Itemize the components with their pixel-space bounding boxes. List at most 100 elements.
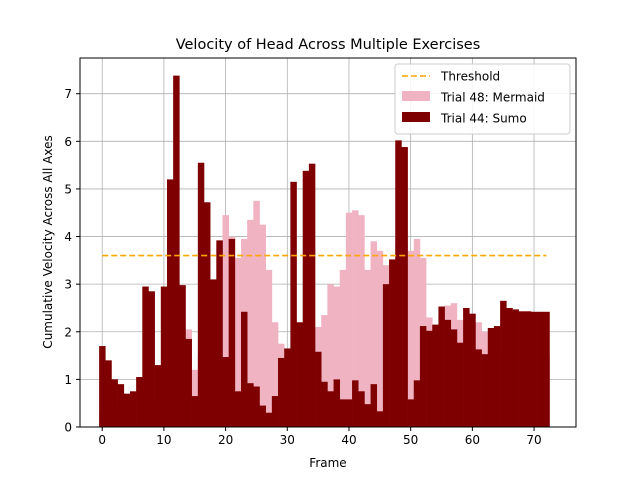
bar [308,163,316,428]
bar [345,399,353,427]
bar [463,307,470,427]
bar [234,257,242,427]
bar [136,377,143,427]
bar [512,309,519,427]
bar [333,379,341,427]
bar [530,311,538,427]
x-tick-label: 40 [341,433,356,447]
bar [358,391,365,427]
bar [216,240,223,427]
y-axis-label: Cumulative Velocity Across All Axes [41,135,55,348]
legend-frame [394,63,571,135]
bar [129,391,137,427]
x-tick-label: 70 [526,433,541,447]
y-tick-label: 4 [64,230,72,244]
bar [259,405,266,427]
bar [339,399,347,427]
bar [154,365,162,427]
plot-frame [79,57,577,428]
bar [413,238,421,427]
bar [364,404,371,427]
bar [173,75,180,428]
bar [382,284,390,427]
bar [253,386,260,427]
bar [321,315,328,427]
y-tick-label: 6 [64,135,72,149]
bar [271,396,279,427]
bar [259,224,266,427]
bar [253,200,260,427]
bar [444,319,452,427]
bar [247,219,254,427]
bar [333,286,341,427]
bar [432,324,439,427]
bar [284,348,291,427]
x-tick-label: 20 [218,433,233,447]
bar [401,147,408,427]
y-tick-label: 3 [64,278,72,292]
bar [407,399,415,427]
bar [376,250,384,427]
bar [389,259,396,427]
bar [222,215,229,427]
legend-sumo-swatch [402,112,430,122]
y-tick-label: 7 [64,87,72,101]
y-tick-label: 1 [64,373,72,387]
bar [278,357,285,427]
bar [290,181,297,427]
bar [352,380,359,427]
legend: Threshold Trial 48: Mermaid Trial 44: Su… [394,63,571,135]
bar [352,210,359,427]
x-tick-label: 50 [403,433,418,447]
y-tick-label: 2 [64,325,72,339]
bar [370,241,378,427]
bar [500,300,507,427]
bar [493,326,501,427]
bar [345,212,353,427]
bar [487,327,495,427]
bar [339,269,347,427]
bar [99,346,106,427]
bar [160,286,168,427]
legend-sumo-label: Trial 44: Sumo [440,112,527,126]
legend-mermaid-label: Trial 48: Mermaid [440,91,545,105]
bar [518,311,526,427]
bar [413,380,421,427]
bar [475,349,482,427]
chart-title: Velocity of Head Across Multiple Exercis… [176,37,481,53]
y-tick-label: 0 [64,421,72,435]
sumo-series [99,75,550,428]
bar [204,202,211,427]
bar [247,383,254,427]
bar [506,307,513,427]
x-axis-label: Frame [309,456,346,470]
bar [419,326,427,427]
x-tick-label: 10 [156,433,171,447]
bar [302,170,310,427]
x-tick-label: 0 [98,433,106,447]
bar [456,342,464,427]
bar [376,411,384,427]
bar [179,285,186,427]
bar [271,322,279,427]
y-tick-label: 5 [64,182,72,196]
bar [321,381,328,427]
bar [327,284,334,427]
bar [123,393,131,427]
bar [234,391,242,427]
bar [117,384,125,427]
bar [197,162,205,427]
bar [296,322,304,427]
bar [265,412,273,427]
bar [481,354,489,427]
bar [395,140,402,428]
bar [111,379,118,427]
bar [185,338,192,427]
bar [537,311,544,427]
bar [228,238,236,427]
x-axis-ticks: 0 10 20 30 40 50 60 70 [98,427,542,447]
bar [327,391,334,427]
bar [222,357,229,427]
bar [191,396,199,427]
